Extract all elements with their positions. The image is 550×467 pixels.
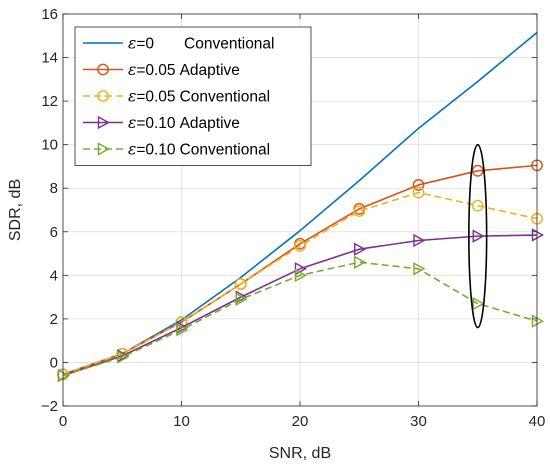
y-tick-label: 8: [50, 180, 58, 197]
legend-label: ε=0 Conventional: [128, 35, 275, 53]
legend-marker: [97, 142, 110, 156]
data-point: [294, 262, 307, 276]
data-point: [354, 255, 367, 269]
data-point: [471, 164, 484, 177]
legend-box: [74, 26, 312, 166]
legend-eps-value: =0.05: [136, 89, 175, 106]
x-tick-label: 30: [410, 413, 427, 430]
data-point: [531, 314, 544, 328]
legend-epsilon: ε: [128, 88, 136, 106]
data-point: [413, 233, 426, 248]
data-point: [354, 242, 367, 256]
data-point: [294, 268, 307, 283]
data-point: [353, 205, 366, 217]
data-point: [472, 229, 485, 243]
data-point: [413, 262, 426, 276]
y-axis-label: SDR, dB: [7, 179, 24, 241]
data-point: [176, 323, 189, 337]
legend-label: ε=0.10 Conventional: [128, 141, 270, 159]
legend-epsilon: ε: [128, 35, 136, 53]
legend-method: Adaptive: [180, 115, 240, 132]
legend-eps-value: =0.10: [136, 142, 176, 159]
y-tick-label: 2: [50, 311, 58, 328]
annotation-layer: [468, 143, 488, 329]
y-tick-label: 14: [41, 50, 58, 67]
legend-epsilon: ε: [128, 141, 136, 159]
y-tick-label: 12: [41, 93, 58, 110]
legend-eps-value: =0.05: [136, 62, 175, 79]
legend-entry: ε=0.05 Adaptive: [83, 61, 240, 79]
series-line: [62, 261, 538, 377]
series-line: [62, 191, 538, 376]
legend-method: Adaptive: [180, 62, 240, 79]
legend-marker: [97, 115, 110, 130]
legend-entry: ε=0.10 Adaptive: [83, 114, 240, 132]
data-point: [472, 296, 485, 311]
legend-entry: ε=0.05 Conventional: [83, 88, 270, 106]
legend-label: ε=0.05 Conventional: [128, 88, 270, 106]
x-tick-label: 0: [59, 413, 67, 430]
data-point: [294, 240, 306, 252]
legend-method: Conventional: [180, 142, 270, 159]
y-tick-label: 10: [41, 137, 58, 154]
data-point: [117, 350, 130, 364]
data-point: [412, 186, 425, 199]
data-point: [235, 292, 248, 306]
legend-method: Conventional: [184, 36, 274, 53]
legend-epsilon: ε: [128, 61, 136, 79]
legend-marker: [97, 63, 109, 76]
legend-label: ε=0.10 Adaptive: [128, 114, 240, 132]
data-point: [234, 278, 247, 290]
y-tick-label: 16: [41, 6, 58, 23]
legend-eps-value: =0.10: [136, 115, 176, 132]
highlight-ellipse: [468, 143, 488, 329]
legend-method: Conventional: [180, 89, 270, 106]
y-tick-label: 4: [50, 267, 58, 284]
y-tick-label: 6: [50, 224, 58, 241]
legend-marker: [97, 90, 109, 102]
legend-eps-value: =0: [136, 36, 154, 53]
x-tick-label: 40: [529, 413, 546, 430]
legend-label: ε=0.05 Adaptive: [128, 61, 240, 79]
series-layer: [57, 31, 544, 383]
y-tick-label: 0: [50, 354, 58, 371]
x-axis-label: SNR, dB: [269, 445, 331, 462]
legend-entry: ε=0.10 Conventional: [83, 141, 270, 159]
y-tick-label: −2: [41, 398, 58, 415]
legend-entry: ε=0 Conventional: [83, 35, 275, 53]
series-line: [62, 234, 538, 377]
data-point: [531, 228, 544, 242]
series-line: [62, 164, 538, 376]
x-tick-label: 20: [292, 413, 309, 430]
legend-epsilon: ε: [128, 114, 136, 132]
series-4: [57, 255, 544, 383]
data-point: [471, 199, 484, 212]
data-point: [57, 368, 70, 383]
data-point: [412, 179, 425, 191]
x-tick-label: 10: [173, 413, 190, 430]
